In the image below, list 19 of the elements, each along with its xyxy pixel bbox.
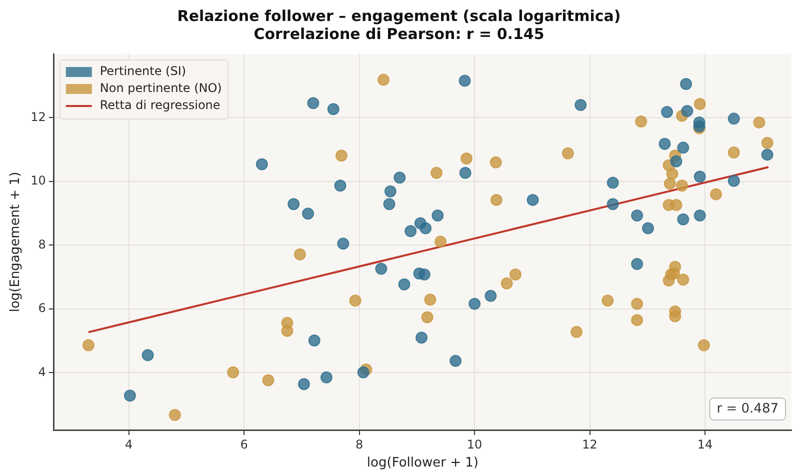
x-axis-title: log(Follower + 1) (366, 456, 478, 471)
x-tick-label: 4 (124, 437, 133, 452)
annotation: r = 0.487 (716, 401, 778, 416)
x-tick-label: 12 (582, 437, 598, 452)
legend-label: Non pertinente (NO) (100, 81, 222, 96)
legend-label: Retta di regressione (100, 98, 220, 112)
chart-subtitle: Correlazione di Pearson: r = 0.145 (254, 24, 544, 43)
x-tick-label: 10 (466, 437, 482, 452)
x-tick-label: 8 (355, 437, 364, 452)
chart-title: Relazione follower – engagement (scala logaritmica) (177, 6, 621, 25)
y-tick-label: 10 (30, 174, 46, 188)
y-tick-label: 6 (38, 301, 46, 316)
y-tick-label: 8 (38, 237, 46, 252)
y-tick-label: 4 (38, 364, 46, 379)
y-tick-label: 12 (30, 110, 46, 124)
x-tick-label: 14 (697, 437, 713, 452)
y-axis-title: log(Engagement + 1) (8, 172, 24, 312)
x-tick-label: 6 (240, 437, 248, 452)
legend-label: Pertinente (SI) (100, 64, 186, 78)
